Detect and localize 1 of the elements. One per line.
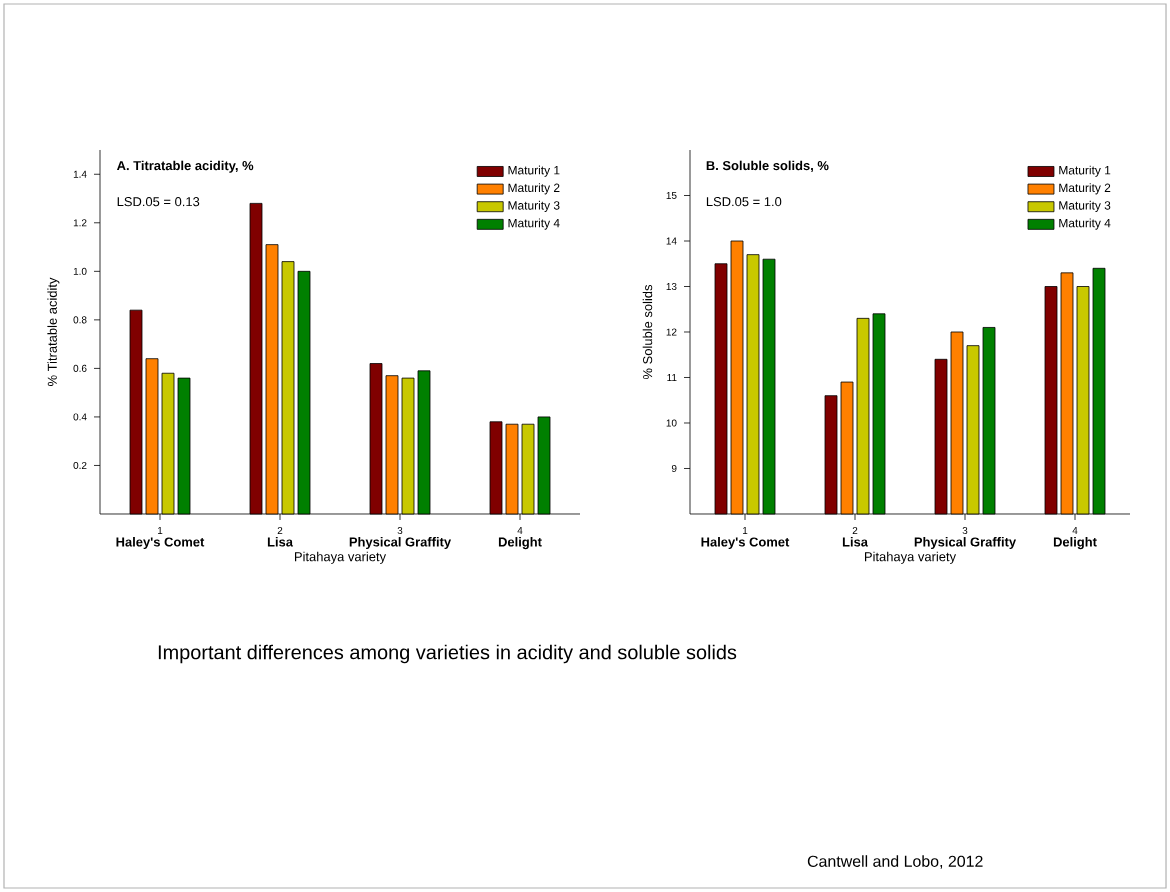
text: Important differences among varieties in acidity and soluble solids [158, 644, 737, 664]
